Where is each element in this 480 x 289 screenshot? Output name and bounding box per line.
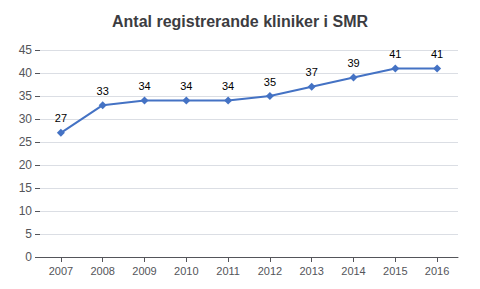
svg-text:2011: 2011 [216, 265, 240, 277]
svg-text:34: 34 [180, 80, 192, 92]
svg-text:25: 25 [19, 135, 33, 149]
svg-text:5: 5 [25, 227, 32, 241]
svg-text:34: 34 [222, 80, 234, 92]
svg-text:2010: 2010 [174, 265, 198, 277]
svg-text:45: 45 [19, 43, 33, 57]
svg-text:2013: 2013 [299, 265, 323, 277]
svg-text:37: 37 [306, 66, 318, 78]
svg-text:34: 34 [138, 80, 150, 92]
svg-text:2015: 2015 [383, 265, 407, 277]
svg-text:2007: 2007 [49, 265, 73, 277]
svg-text:35: 35 [19, 89, 33, 103]
svg-text:41: 41 [389, 48, 401, 60]
svg-text:30: 30 [19, 112, 33, 126]
svg-text:Antal registrerande kliniker i: Antal registrerande kliniker i SMR [112, 13, 369, 30]
svg-text:0: 0 [25, 250, 32, 264]
svg-text:2016: 2016 [425, 265, 449, 277]
svg-text:2009: 2009 [132, 265, 156, 277]
svg-text:20: 20 [19, 158, 33, 172]
svg-text:35: 35 [264, 76, 276, 88]
svg-text:27: 27 [55, 112, 67, 124]
svg-text:2008: 2008 [90, 265, 114, 277]
svg-text:33: 33 [97, 85, 109, 97]
svg-text:15: 15 [19, 181, 33, 195]
svg-text:2012: 2012 [258, 265, 282, 277]
svg-text:39: 39 [347, 57, 359, 69]
svg-text:41: 41 [431, 48, 443, 60]
svg-text:2014: 2014 [341, 265, 365, 277]
svg-text:40: 40 [19, 66, 33, 80]
svg-text:10: 10 [19, 204, 33, 218]
